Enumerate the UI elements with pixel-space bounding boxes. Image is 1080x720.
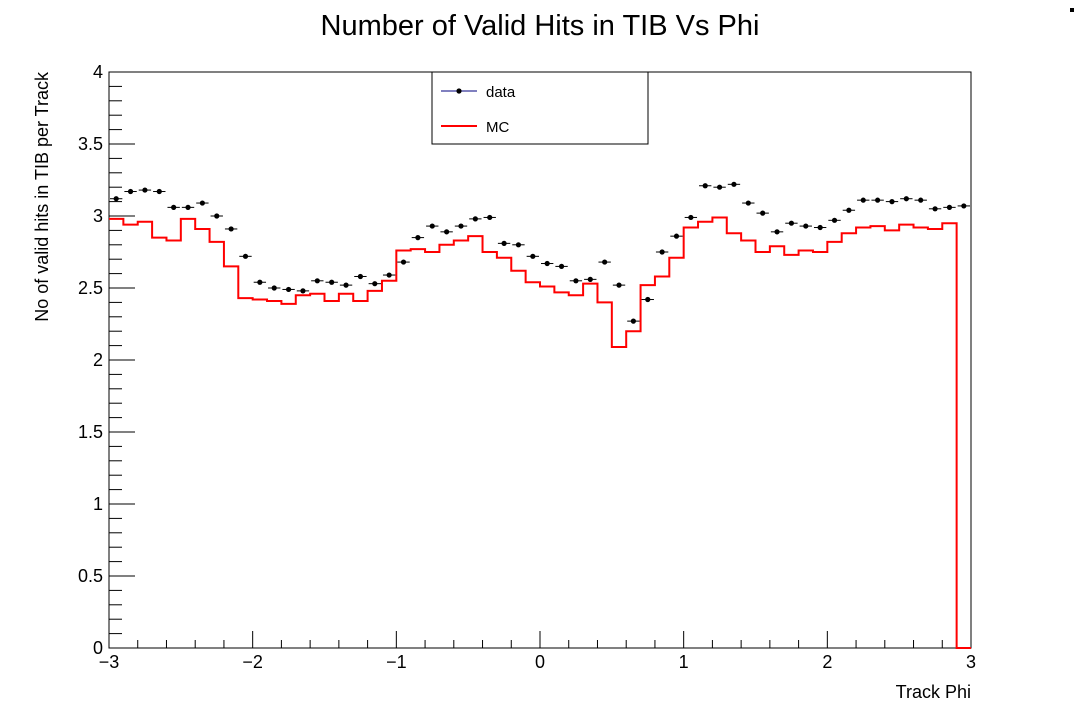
x-tick-label: −1 bbox=[386, 652, 407, 672]
data-point bbox=[515, 242, 522, 248]
data-point bbox=[314, 278, 320, 284]
data-point bbox=[932, 206, 938, 212]
data-point bbox=[156, 188, 162, 195]
x-tick-label: 1 bbox=[679, 652, 689, 672]
legend-data-label: data bbox=[486, 84, 516, 101]
data-point bbox=[889, 199, 895, 205]
data-point bbox=[242, 253, 249, 259]
y-tick-label: 2 bbox=[93, 350, 103, 370]
data-point bbox=[415, 235, 421, 241]
data-point bbox=[774, 229, 780, 235]
y-tick-label: 0.5 bbox=[78, 566, 103, 586]
y-tick-label: 1.5 bbox=[78, 422, 103, 442]
data-point bbox=[745, 200, 751, 206]
x-tick-label: −3 bbox=[99, 652, 120, 672]
corner-mark bbox=[1070, 8, 1074, 12]
x-tick-label: 2 bbox=[822, 652, 832, 672]
data-point bbox=[760, 210, 766, 216]
legend: data MC bbox=[431, 71, 649, 145]
data-point bbox=[228, 226, 234, 232]
y-tick-label: 1 bbox=[93, 494, 103, 514]
data-point bbox=[860, 197, 866, 203]
y-axis: 0 0.5 1 1.5 2 2.5 3 3.5 4 bbox=[78, 62, 135, 658]
data-point bbox=[788, 220, 795, 226]
data-point bbox=[831, 217, 838, 223]
x-tick-label: 0 bbox=[535, 652, 545, 672]
legend-mc-label: MC bbox=[486, 119, 509, 136]
y-tick-label: 2.5 bbox=[78, 278, 103, 298]
data-point bbox=[127, 188, 134, 195]
data-point bbox=[357, 273, 364, 280]
data-point bbox=[300, 288, 306, 294]
y-axis-label: No of valid hits in TIB per Track bbox=[32, 71, 52, 322]
data-point bbox=[199, 200, 205, 206]
x-tick-label: 3 bbox=[966, 652, 976, 672]
legend-box bbox=[431, 71, 649, 145]
data-point bbox=[875, 197, 881, 203]
data-point bbox=[530, 253, 536, 259]
data-point bbox=[113, 196, 119, 202]
y-tick-label: 0 bbox=[93, 638, 103, 658]
data-point bbox=[803, 223, 809, 229]
data-point bbox=[214, 213, 220, 219]
data-point bbox=[716, 184, 723, 190]
data-point bbox=[817, 224, 823, 231]
legend-data-marker bbox=[456, 88, 462, 94]
data-point bbox=[630, 318, 636, 324]
data-point bbox=[472, 216, 478, 222]
data-point bbox=[142, 187, 148, 193]
data-point bbox=[544, 260, 550, 267]
data-point bbox=[946, 204, 953, 210]
series-data bbox=[110, 181, 970, 324]
y-tick-label: 4 bbox=[93, 62, 103, 82]
plot-frame bbox=[108, 71, 972, 649]
data-point bbox=[429, 223, 435, 229]
data-point bbox=[343, 282, 349, 288]
data-point bbox=[961, 203, 967, 209]
data-point bbox=[171, 204, 177, 210]
data-point bbox=[444, 229, 450, 235]
y-tick-label: 3 bbox=[93, 206, 103, 226]
data-point bbox=[587, 276, 593, 282]
data-point bbox=[731, 181, 737, 187]
data-point bbox=[458, 223, 464, 229]
plot-area bbox=[108, 71, 972, 649]
x-tick-label: −2 bbox=[242, 652, 263, 672]
series-mc bbox=[109, 216, 971, 649]
data-point bbox=[673, 233, 680, 239]
x-axis-label: Track Phi bbox=[896, 682, 971, 702]
data-point bbox=[501, 240, 507, 246]
data-point bbox=[903, 196, 909, 202]
data-point bbox=[558, 263, 565, 269]
data-point bbox=[285, 286, 292, 293]
data-point bbox=[257, 279, 263, 285]
data-point bbox=[659, 249, 665, 255]
data-point bbox=[372, 281, 378, 287]
mc-step-line bbox=[109, 216, 971, 649]
data-point bbox=[487, 214, 493, 221]
data-point bbox=[645, 296, 651, 303]
data-point bbox=[602, 259, 608, 265]
data-point bbox=[846, 207, 852, 213]
data-point bbox=[329, 279, 335, 285]
data-point bbox=[185, 204, 191, 210]
data-point bbox=[573, 278, 579, 284]
y-tick-label: 3.5 bbox=[78, 134, 103, 154]
data-point bbox=[702, 183, 708, 189]
data-point bbox=[386, 272, 392, 278]
chart-title: Number of Valid Hits in TIB Vs Phi bbox=[321, 10, 760, 42]
x-axis: −3 −2 −1 0 1 2 3 bbox=[99, 631, 976, 672]
data-point bbox=[400, 259, 407, 265]
data-point bbox=[271, 285, 277, 291]
data-point bbox=[616, 282, 622, 288]
data-point bbox=[688, 214, 694, 221]
data-point bbox=[918, 197, 924, 203]
